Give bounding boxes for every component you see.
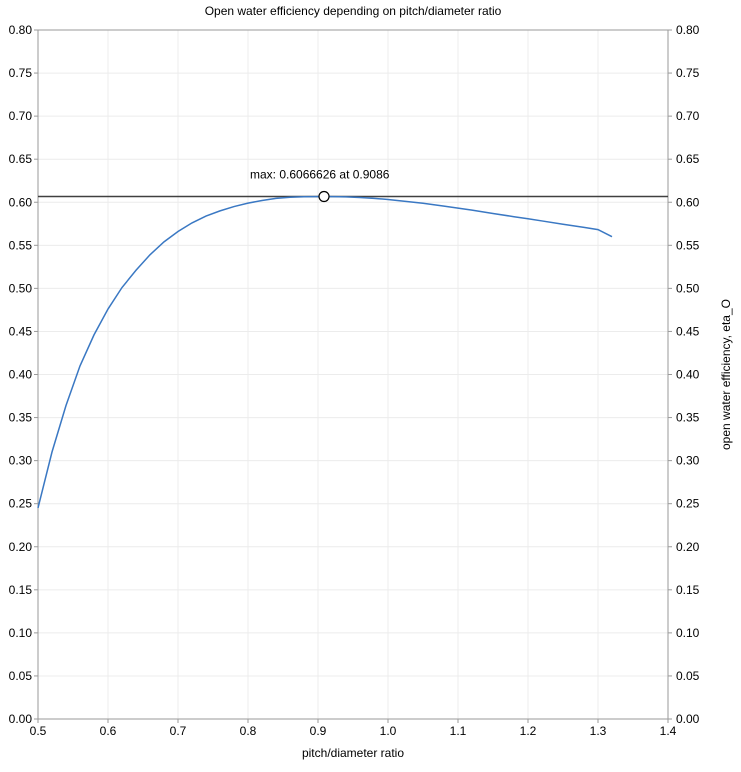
x-tick-label: 1.0 xyxy=(380,724,397,738)
x-axis-label: pitch/diameter ratio xyxy=(302,746,404,760)
x-tick-label: 0.6 xyxy=(100,724,117,738)
tick-layer: 0.5 0.6 0.7 0.8 0.9 1.0 1.1 1.2 1.3 1.40.00 0.000.… xyxy=(9,23,700,738)
x-tick-label: 0.7 xyxy=(170,724,187,738)
y-tick-label-right: 0.60 xyxy=(676,195,700,209)
y-tick-label-left: 0.55 xyxy=(9,238,33,252)
y-tick-label-right: 0.00 xyxy=(676,712,700,726)
chart-title: Open water efficiency depending on pitch… xyxy=(205,4,502,18)
y-tick-label-right: 0.35 xyxy=(676,411,700,425)
x-tick-label: 1.2 xyxy=(520,724,537,738)
x-tick-label: 1.1 xyxy=(450,724,467,738)
y-tick-label-left: 0.20 xyxy=(9,540,33,554)
y-tick-label-right: 0.70 xyxy=(676,109,700,123)
y-tick-label-right: 0.15 xyxy=(676,583,700,597)
y-tick-label-right: 0.65 xyxy=(676,152,700,166)
y-tick-label-left: 0.60 xyxy=(9,195,33,209)
y-tick-label-left: 0.15 xyxy=(9,583,33,597)
y-tick-label-left: 0.70 xyxy=(9,109,33,123)
y-tick-label-left: 0.35 xyxy=(9,411,33,425)
y-tick-label-right: 0.25 xyxy=(676,497,700,511)
y-tick-label-left: 0.45 xyxy=(9,324,33,338)
max-point-marker[interactable] xyxy=(318,190,330,203)
y-tick-label-right: 0.75 xyxy=(676,66,700,80)
x-tick-label: 0.5 xyxy=(30,724,47,738)
y-tick-label-left: 0.80 xyxy=(9,23,33,37)
y-tick-label-right: 0.55 xyxy=(676,238,700,252)
y-tick-label-left: 0.25 xyxy=(9,497,33,511)
x-tick-label: 1.4 xyxy=(660,724,677,738)
y-tick-label-left: 0.75 xyxy=(9,66,33,80)
y-tick-label-right: 0.10 xyxy=(676,626,700,640)
y-tick-label-right: 0.45 xyxy=(676,324,700,338)
grid-layer xyxy=(38,30,668,719)
y-tick-label-right: 0.20 xyxy=(676,540,700,554)
y-tick-label-left: 0.10 xyxy=(9,626,33,640)
x-tick-label: 0.9 xyxy=(310,724,327,738)
y-tick-label-right: 0.80 xyxy=(676,23,700,37)
efficiency-series-line xyxy=(37,195,613,509)
y-tick-label-right: 0.50 xyxy=(676,281,700,295)
y-tick-label-right: 0.05 xyxy=(676,669,700,683)
y-tick-label-left: 0.40 xyxy=(9,368,33,382)
x-tick-label: 0.8 xyxy=(240,724,257,738)
x-tick-label: 1.3 xyxy=(590,724,607,738)
y-tick-label-left: 0.00 xyxy=(9,712,33,726)
y-tick-label-left: 0.50 xyxy=(9,281,33,295)
max-annotation: max: 0.6066626 at 0.9086 xyxy=(250,168,390,182)
y-tick-label-right: 0.30 xyxy=(676,454,700,468)
y-tick-label-left: 0.65 xyxy=(9,152,33,166)
y-tick-label-left: 0.05 xyxy=(9,669,33,683)
y-tick-label-left: 0.30 xyxy=(9,454,33,468)
y-tick-label-right: 0.40 xyxy=(676,368,700,382)
y-axis-label-right: open water efficiency, eta_O xyxy=(719,299,733,450)
